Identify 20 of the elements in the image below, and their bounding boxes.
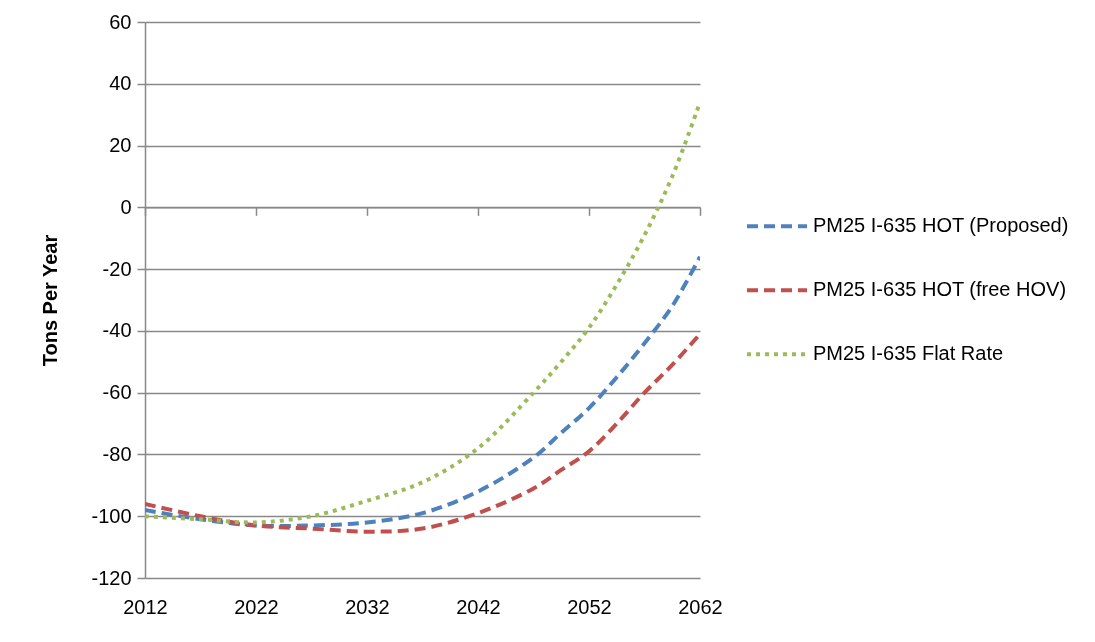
y-tick-label: -120 bbox=[91, 566, 132, 589]
legend-label: PM25 I-635 HOT (free HOV) bbox=[813, 278, 1067, 301]
y-tick-label: 20 bbox=[109, 134, 132, 157]
y-tick-label: -20 bbox=[102, 257, 132, 280]
y-axis-title: Tons Per Year bbox=[39, 234, 62, 367]
legend-label: PM25 I-635 Flat Rate bbox=[813, 342, 1004, 365]
y-tick-label: -80 bbox=[102, 442, 132, 465]
x-tick-label: 2022 bbox=[234, 595, 279, 618]
x-tick-label: 2052 bbox=[567, 595, 612, 618]
x-tick-label: 2032 bbox=[345, 595, 390, 618]
y-tick-label: -100 bbox=[91, 504, 132, 527]
y-tick-label: 60 bbox=[109, 10, 132, 33]
y-tick-label: 40 bbox=[109, 72, 132, 95]
x-tick-label: 2042 bbox=[456, 595, 501, 618]
y-tick-label: -60 bbox=[102, 381, 132, 404]
y-tick-label: -40 bbox=[102, 319, 132, 342]
y-tick-label: 0 bbox=[120, 195, 132, 218]
x-tick-label: 2012 bbox=[123, 595, 168, 618]
x-tick-label: 2062 bbox=[678, 595, 723, 618]
legend-label: PM25 I-635 HOT (Proposed) bbox=[813, 214, 1069, 237]
